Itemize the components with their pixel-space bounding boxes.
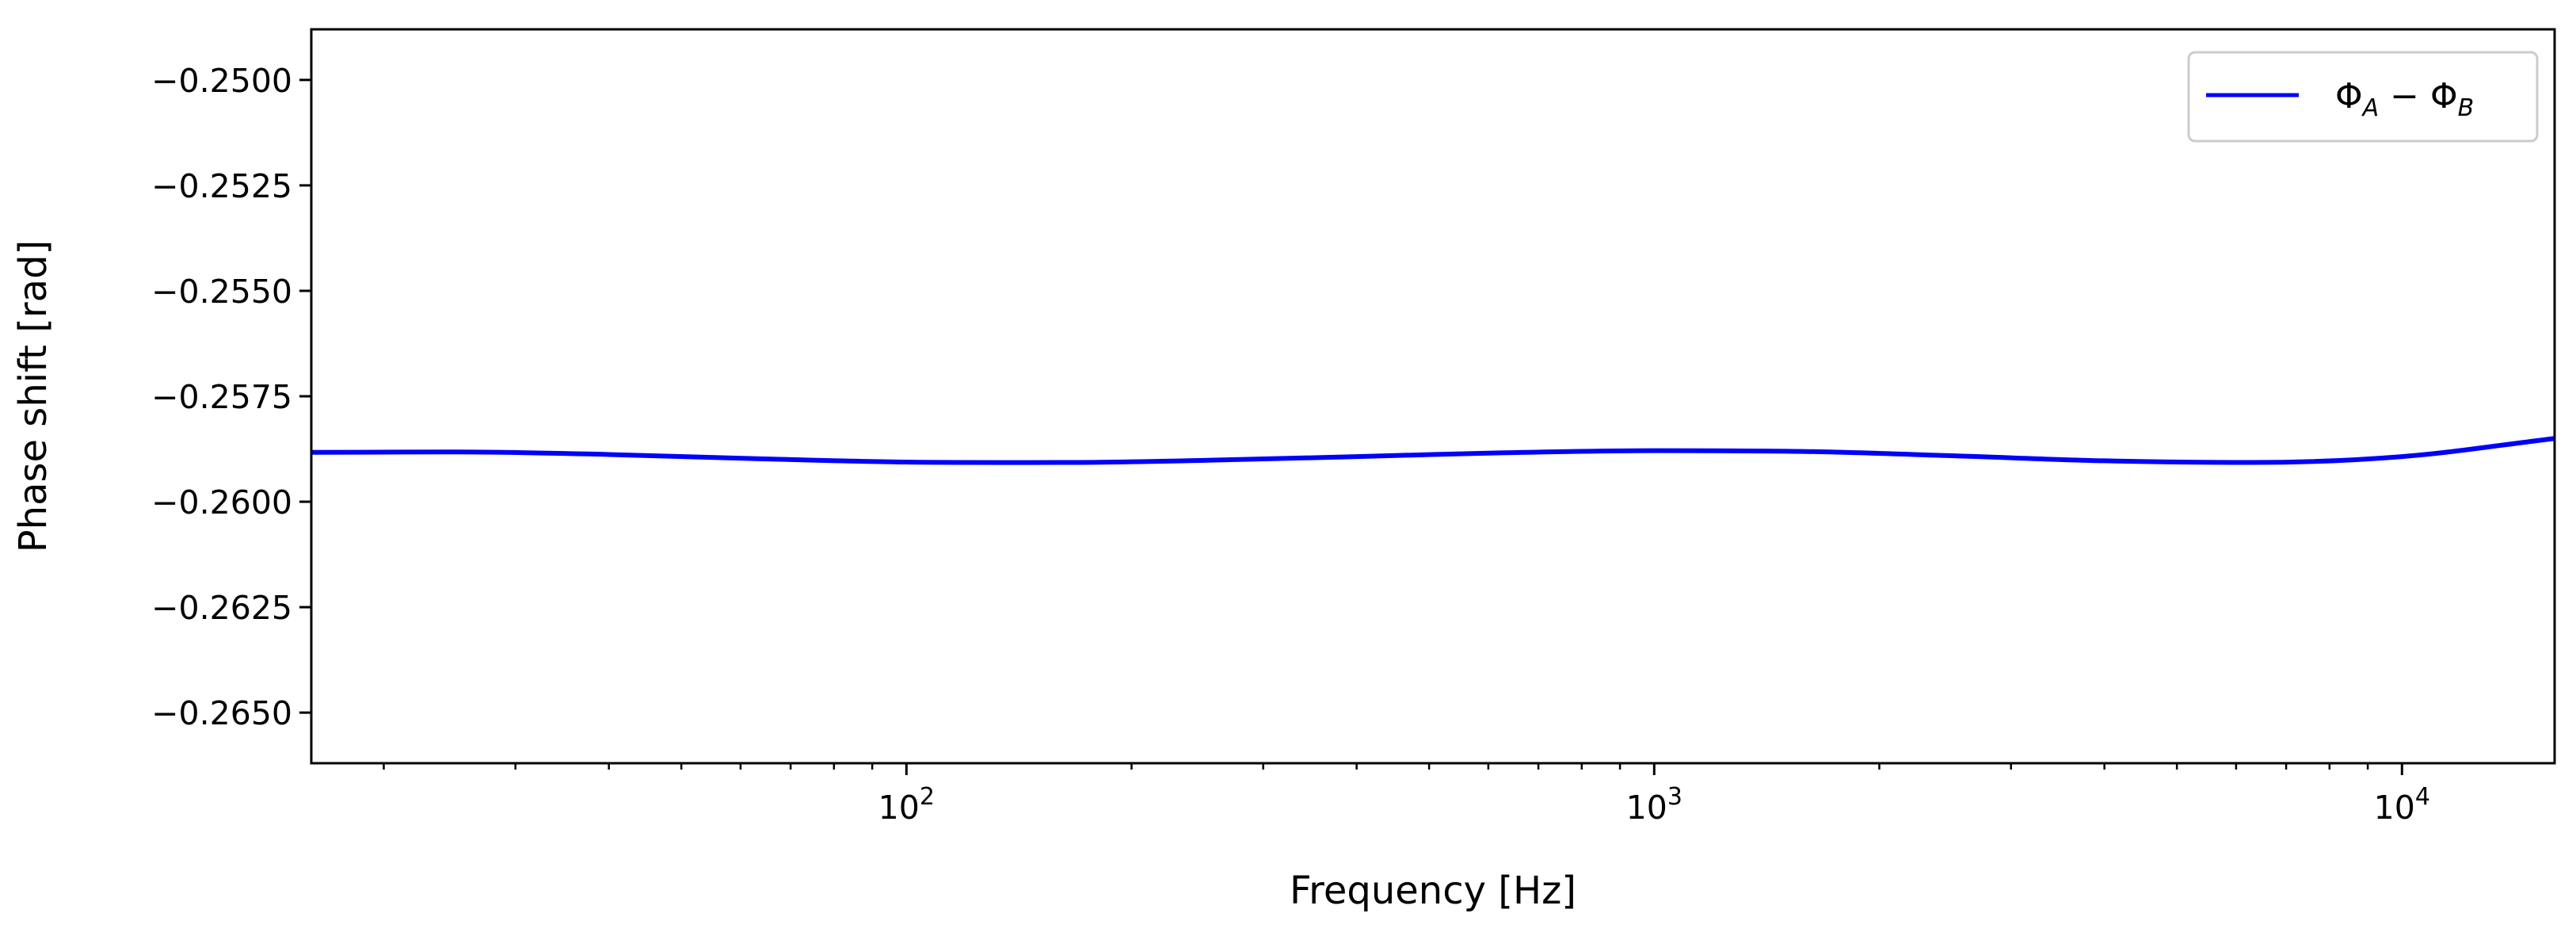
x-tick-label-2: 104	[2374, 783, 2430, 827]
x-axis-ticks: 102 103 104	[383, 763, 2430, 827]
y-tick-label-0: −0.2500	[151, 62, 292, 100]
y-axis-label: Phase shift [rad]	[11, 240, 55, 553]
legend-symbol-phi-a: Φ	[2335, 76, 2363, 117]
plot-lines	[311, 436, 2555, 465]
y-tick-label-3: −0.2575	[151, 378, 292, 416]
y-tick-label-6: −0.2650	[151, 694, 292, 732]
legend: ΦA − ΦB	[2187, 51, 2539, 143]
x-tick-label-1: 103	[1626, 783, 1682, 827]
x-axis-label: Frequency [Hz]	[1290, 869, 1576, 913]
legend-operator: − Φ	[2379, 76, 2457, 117]
y-tick-label-2: −0.2550	[151, 273, 292, 311]
legend-subscript-a: A	[2361, 94, 2380, 122]
x-tick-base: 10	[2374, 789, 2415, 827]
x-tick-exponent: 3	[1667, 783, 1682, 811]
y-tick-label-1: −0.2525	[151, 167, 292, 205]
x-tick-label-0: 102	[878, 783, 935, 827]
x-tick-base: 10	[1626, 789, 1667, 827]
y-tick-label-4: −0.2600	[151, 483, 292, 521]
y-tick-label-5: −0.2625	[151, 589, 292, 627]
legend-subscript-b: B	[2458, 94, 2475, 122]
x-tick-base: 10	[878, 789, 920, 827]
legend-entry-label: ΦA − ΦB	[2335, 76, 2474, 122]
series-line-0	[311, 436, 2555, 465]
x-tick-exponent: 2	[920, 783, 935, 811]
legend-box	[2187, 51, 2539, 143]
y-axis-ticks: −0.2500 −0.2525 −0.2550 −0.2575 −0.2600 −0.26…	[151, 62, 311, 732]
x-tick-exponent: 4	[2415, 783, 2430, 811]
